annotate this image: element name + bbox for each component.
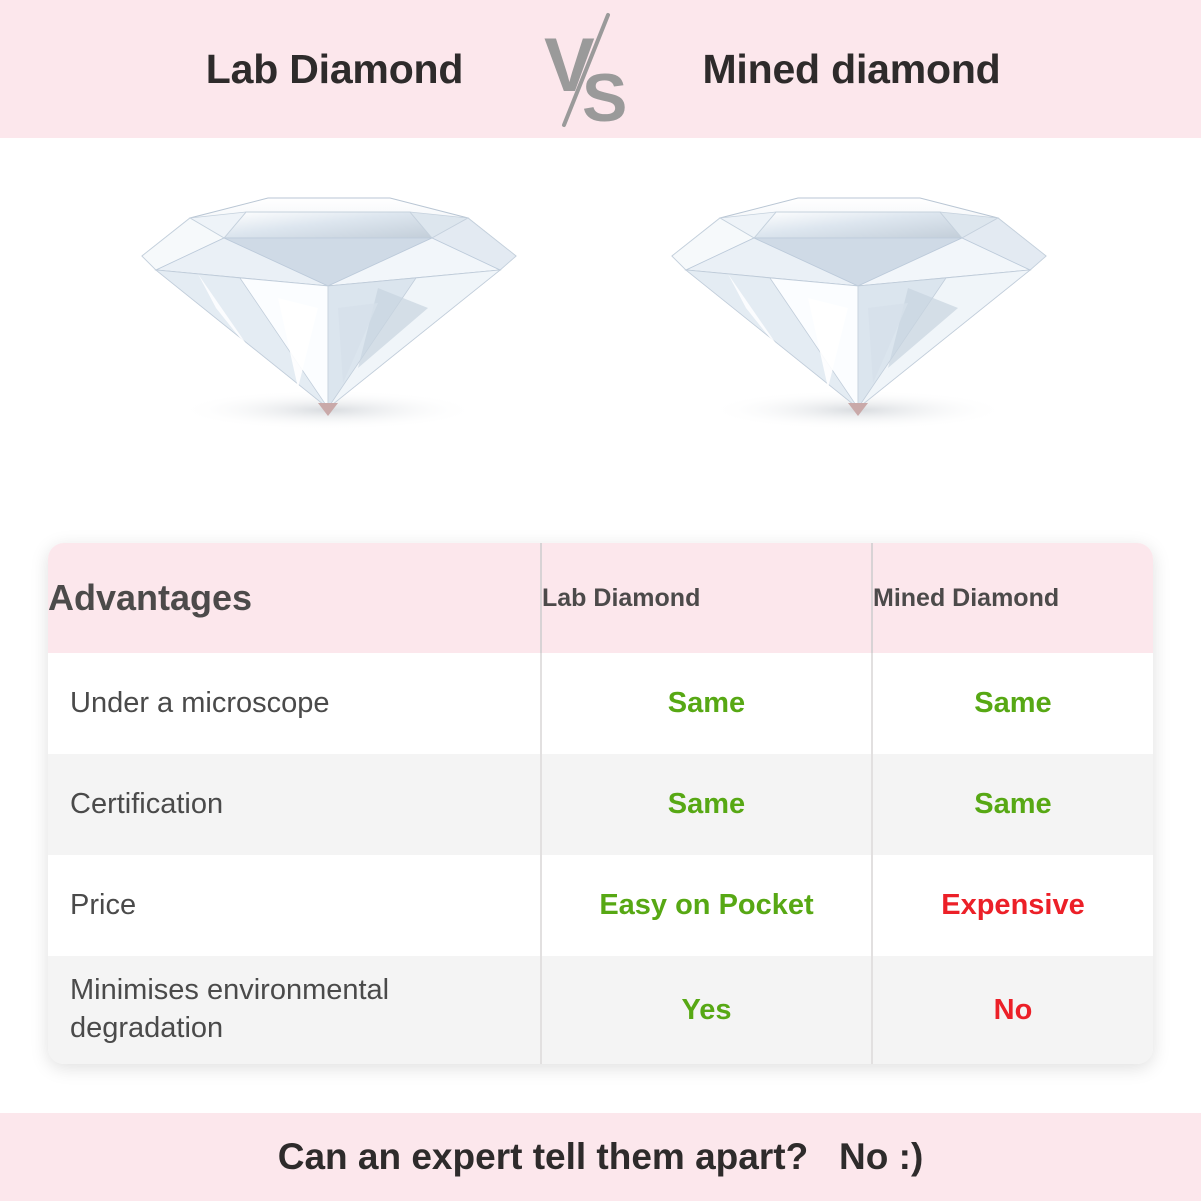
- row-mined-value: Same: [871, 754, 1153, 855]
- svg-text:S: S: [582, 60, 627, 129]
- row-feature-label: Price: [70, 888, 137, 921]
- row-feature-label: Under a microscope: [70, 686, 330, 719]
- row-lab-value: Easy on Pocket: [540, 855, 872, 956]
- row-mined-value: Same: [871, 653, 1153, 754]
- vs-icon: V S: [530, 9, 642, 129]
- header-banner: Lab Diamond V S Mined diamond: [0, 0, 1201, 138]
- footer-question-text: Can an expert tell them apart? No :): [277, 1136, 924, 1177]
- header-title-lab-diamond: Lab Diamond: [205, 45, 464, 92]
- comparison-card: Advantages Lab Diamond Mined Diamond Und…: [48, 543, 1153, 1064]
- comparison-table: Advantages Lab Diamond Mined Diamond Und…: [48, 543, 1153, 1064]
- mined-diamond-image: [658, 158, 1058, 458]
- row-feature-label: Minimises environmental degradation: [70, 974, 390, 1044]
- table-row: Price Easy on Pocket Expensive: [48, 855, 1153, 956]
- lab-diamond-image: [128, 158, 528, 458]
- header-title-mined-diamond: Mined diamond: [702, 45, 1001, 92]
- row-lab-value: Same: [540, 754, 872, 855]
- row-feature-label: Certification: [70, 787, 224, 820]
- table-row: Under a microscope Same Same: [48, 653, 1153, 754]
- table-row: Certification Same Same: [48, 754, 1153, 855]
- table-header-row: Advantages Lab Diamond Mined Diamond: [48, 543, 1153, 653]
- row-mined-value: No: [871, 956, 1153, 1064]
- column-header-lab-diamond: Lab Diamond: [540, 543, 872, 653]
- row-lab-value: Same: [540, 653, 872, 754]
- footer-banner: Can an expert tell them apart? No :): [0, 1113, 1201, 1201]
- column-header-mined-diamond: Mined Diamond: [871, 543, 1153, 653]
- column-header-advantages: Advantages: [48, 577, 253, 618]
- row-mined-value: Expensive: [871, 855, 1153, 956]
- diamond-hero-section: [0, 138, 1201, 543]
- row-lab-value: Yes: [540, 956, 872, 1064]
- table-row: Minimises environmental degradation Yes …: [48, 956, 1153, 1064]
